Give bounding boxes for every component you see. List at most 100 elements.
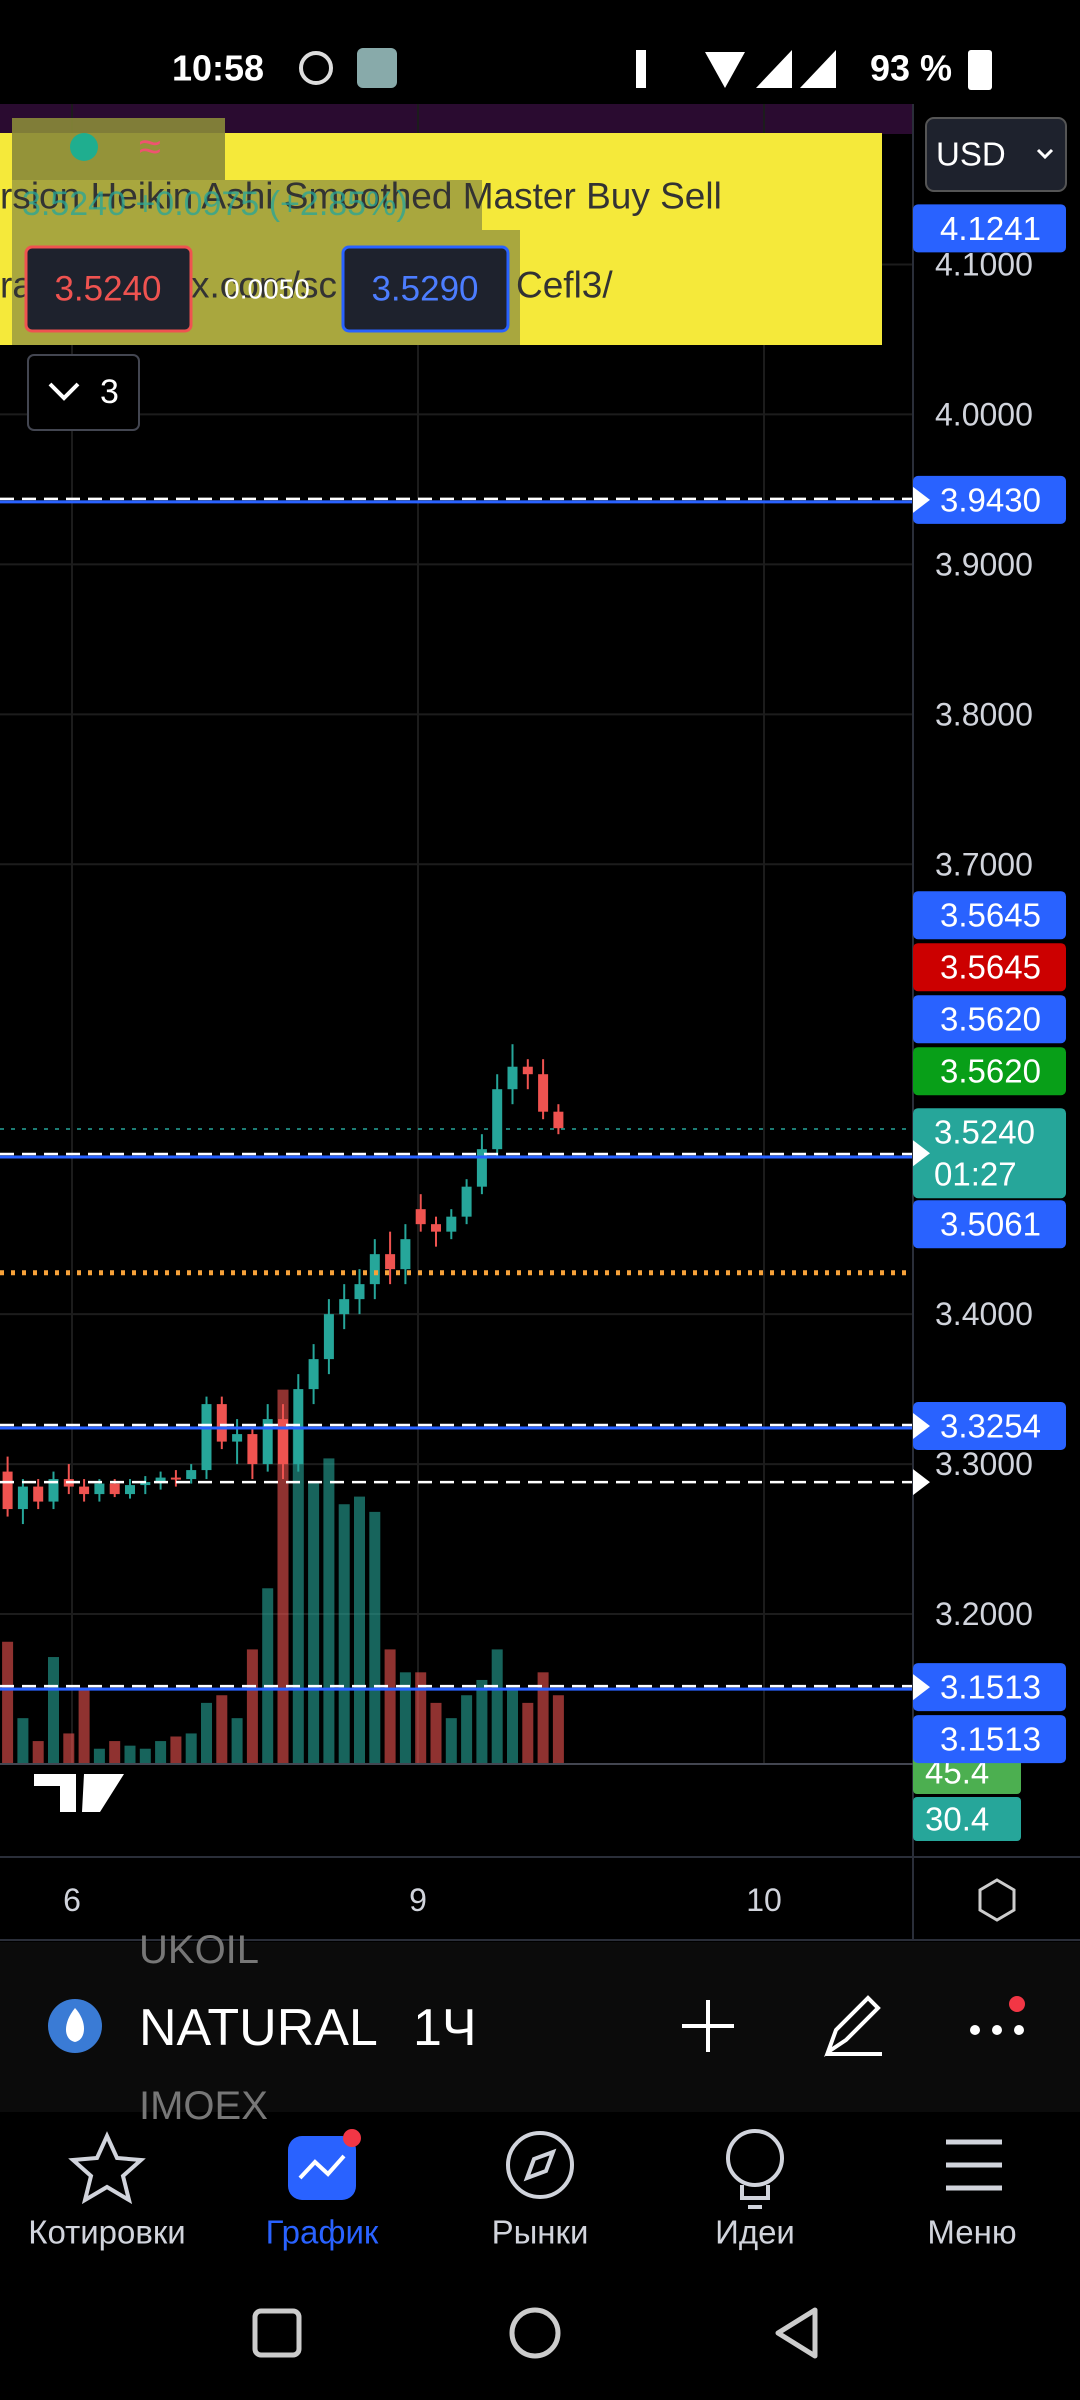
candle-body <box>354 1284 365 1300</box>
volume-bar <box>461 1695 473 1764</box>
nav-icon[interactable] <box>68 2131 146 2205</box>
price-label-box <box>913 1047 1066 1096</box>
candle-body <box>109 1483 120 1495</box>
volume-bar <box>139 1748 151 1764</box>
volume-bar <box>323 1458 335 1764</box>
y-tick-label: 3.8000 <box>935 696 1033 732</box>
candle-body <box>431 1224 441 1232</box>
volume-bar <box>124 1745 136 1764</box>
volume-bar <box>445 1718 457 1764</box>
symbol[interactable]: NATURAL <box>139 1999 378 2057</box>
collapse-button[interactable] <box>27 354 140 431</box>
candle-body <box>476 1149 487 1187</box>
price-label-box <box>913 1715 1066 1764</box>
volume-bar <box>32 1741 44 1764</box>
price-label: 3.5240 <box>934 1114 1035 1151</box>
candle-body <box>232 1434 243 1442</box>
chevron <box>48 382 80 401</box>
volume-bar <box>63 1733 75 1764</box>
next-symbol[interactable]: IMOEX <box>139 2084 268 2128</box>
volume-label: 30.4 <box>925 1801 989 1838</box>
home-button[interactable] <box>509 2307 561 2359</box>
chevron <box>1036 148 1054 160</box>
candle-body <box>201 1404 212 1471</box>
candle-body <box>125 1485 135 1495</box>
add-button[interactable] <box>682 2000 734 2052</box>
status-time: 10:58 <box>172 48 264 89</box>
candle-body <box>186 1470 197 1480</box>
dot <box>970 2025 980 2035</box>
sell-button[interactable] <box>24 245 193 333</box>
volume-bar <box>415 1672 427 1764</box>
candle-body <box>140 1482 151 1486</box>
volume-bar <box>277 1389 289 1764</box>
bulb-base <box>740 2185 770 2209</box>
nav-label[interactable]: Котировки <box>28 2214 186 2251</box>
candle-body <box>400 1239 411 1270</box>
plot <box>0 497 913 1764</box>
candle-body <box>247 1434 258 1465</box>
candle-body <box>48 1479 59 1502</box>
more-button[interactable] <box>970 1996 1025 2035</box>
x-tick-label: 6 <box>63 1882 81 1918</box>
candle-body <box>216 1404 227 1442</box>
buy-button[interactable] <box>341 245 510 333</box>
volume-bar <box>476 1679 488 1764</box>
legend-shade <box>12 180 482 230</box>
volume-bar <box>155 1741 167 1764</box>
status-icon <box>299 51 333 85</box>
back-button[interactable] <box>775 2307 818 2359</box>
settings-icon[interactable] <box>978 1878 1016 1922</box>
candle-body <box>17 1486 28 1510</box>
dot <box>992 2025 1002 2035</box>
indicator-name: rsion Heikin Ashi Smoothed Master Buy Se… <box>0 176 722 217</box>
candle-body <box>553 1111 564 1129</box>
volume-bar <box>369 1511 381 1764</box>
candle-body <box>278 1419 288 1465</box>
price-axis: 3.2000 3.3000 3.4000 3.7000 3.8000 3.9000 4.00… <box>63 204 1066 1918</box>
countdown: 01:27 <box>934 1156 1017 1193</box>
price-label: 3.3254 <box>940 1408 1041 1445</box>
candle-body <box>522 1066 533 1075</box>
price-label-box <box>913 995 1066 1044</box>
volume-bar <box>17 1718 29 1764</box>
price-label: 3.5620 <box>940 1001 1041 1038</box>
prev-symbol[interactable]: UKOIL <box>139 1928 259 1972</box>
nav-label[interactable]: Идеи <box>715 2214 795 2251</box>
volume-label-box <box>913 1797 1021 1841</box>
volume-bar <box>185 1733 197 1764</box>
nav-icon[interactable] <box>726 2129 784 2187</box>
volume-bar <box>308 1481 320 1764</box>
symbol-bar <box>0 1942 1080 2112</box>
candle-body <box>79 1486 90 1495</box>
nav-label[interactable]: Рынки <box>492 2214 589 2251</box>
volume-bar <box>537 1672 549 1764</box>
signal-icon <box>756 50 792 88</box>
price-arrow <box>913 1469 930 1496</box>
badge <box>343 2129 361 2147</box>
currency-dropdown[interactable] <box>925 117 1067 192</box>
nav-label[interactable]: Меню <box>927 2214 1016 2251</box>
nav-label[interactable]: График <box>266 2214 379 2251</box>
candle-body <box>446 1216 457 1232</box>
wifi-icon <box>705 52 745 88</box>
y-tick-label: 4.1000 <box>935 246 1033 282</box>
volume-bar <box>384 1649 396 1764</box>
draw-button[interactable] <box>824 1995 882 2058</box>
x-tick-label: 9 <box>409 1882 427 1918</box>
price-label: 4.1241 <box>940 210 1041 247</box>
candle-body <box>33 1486 44 1502</box>
candle-body <box>339 1299 350 1315</box>
signal-icon <box>800 50 836 88</box>
nav-icon[interactable] <box>506 2131 574 2199</box>
dot <box>1014 2025 1024 2035</box>
nav-icon[interactable] <box>946 2139 1002 2191</box>
volume-bar <box>552 1695 564 1764</box>
volume-bar <box>292 1427 304 1764</box>
recents-button[interactable] <box>252 2308 302 2358</box>
interval[interactable]: 1Ч <box>413 1999 477 2057</box>
volume-bar <box>430 1702 442 1764</box>
status-dot <box>70 133 98 161</box>
